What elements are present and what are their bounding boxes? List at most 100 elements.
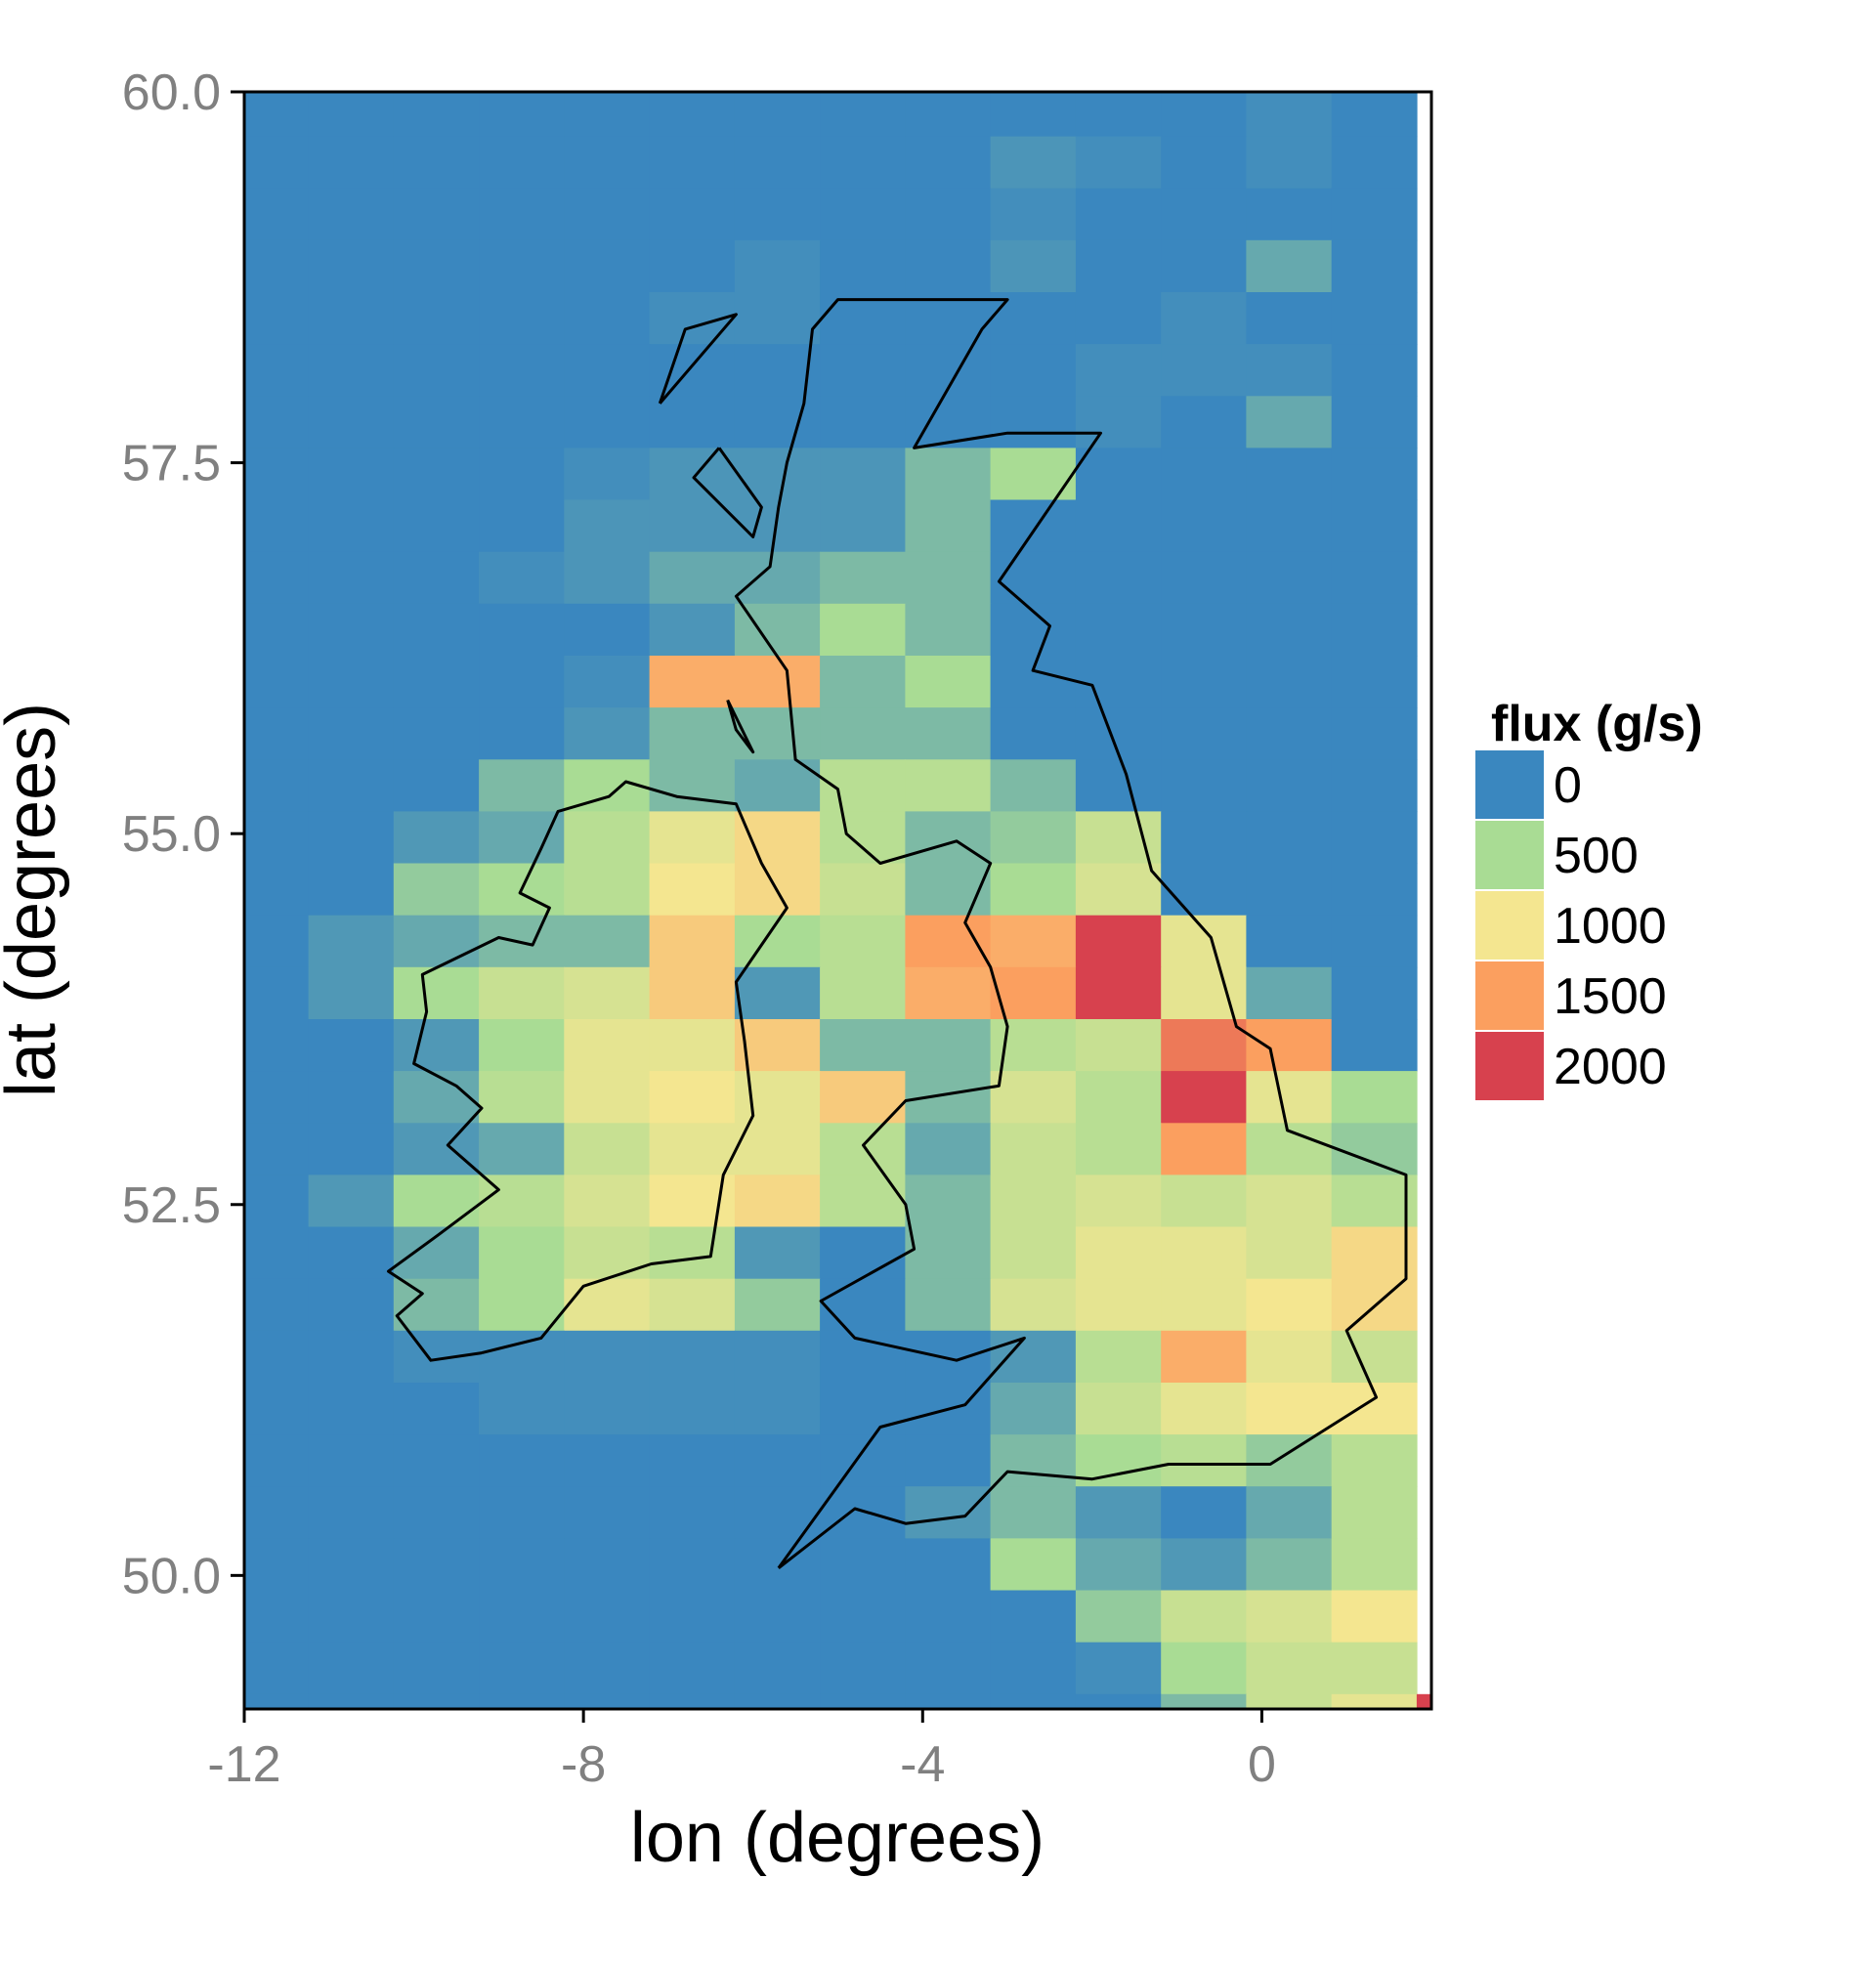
heatmap-cell <box>734 1693 821 1709</box>
heatmap-cell <box>308 1019 395 1072</box>
heatmap-cell <box>820 188 906 241</box>
heatmap-cell <box>649 759 736 812</box>
heatmap-cell <box>734 656 821 708</box>
heatmap-cell <box>308 1330 395 1384</box>
heatmap-cell <box>308 92 395 138</box>
heatmap-cell <box>990 344 1077 397</box>
legend: flux (g/s) 0 500 1000 1500 2000 <box>1475 696 1703 1100</box>
heatmap-cell <box>393 811 480 865</box>
heatmap-cell <box>479 396 565 448</box>
heatmap-cell <box>905 656 992 708</box>
heatmap-cell <box>734 188 821 241</box>
heatmap-cell <box>820 603 906 657</box>
heatmap-cell <box>649 1486 736 1539</box>
heatmap-cell <box>1246 92 1333 138</box>
heatmap-cell <box>820 1123 906 1175</box>
heatmap-cell <box>820 344 906 397</box>
heatmap-cell <box>1161 1174 1248 1228</box>
heatmap-cell <box>393 344 480 397</box>
heatmap-cell <box>734 1434 821 1487</box>
heatmap-cell <box>1075 915 1162 968</box>
heatmap-cell <box>905 92 992 138</box>
heatmap-cell <box>393 499 480 553</box>
heatmap-cell <box>564 396 651 448</box>
heatmap-cell <box>1075 344 1162 397</box>
heatmap-cell <box>479 759 565 812</box>
legend-key-2000 <box>1475 1032 1544 1100</box>
heatmap-cell <box>308 448 395 501</box>
heatmap-cell <box>244 396 310 448</box>
heatmap-cell <box>393 1123 480 1175</box>
heatmap-cell <box>1331 136 1418 190</box>
y-tick-label: 50.0 <box>122 1548 221 1604</box>
heatmap-cell <box>244 1071 310 1124</box>
heatmap-cell <box>244 1642 310 1695</box>
heatmap-cell <box>1331 603 1418 657</box>
heatmap-cell <box>1246 1538 1333 1592</box>
heatmap-cell <box>564 1226 651 1280</box>
heatmap-cell <box>308 1071 395 1124</box>
heatmap-cell <box>1161 344 1248 397</box>
heatmap-cell <box>1075 1123 1162 1175</box>
heatmap-cell <box>1331 656 1418 708</box>
heatmap-cell <box>820 1278 906 1332</box>
heatmap-cell <box>393 1278 480 1332</box>
heatmap-cell <box>479 1330 565 1384</box>
heatmap-cell <box>1075 656 1162 708</box>
heatmap-cell <box>244 136 310 190</box>
heatmap-cell <box>905 188 992 241</box>
heatmap-cell <box>244 811 310 865</box>
heatmap-cell <box>479 1123 565 1175</box>
heatmap-cell <box>1331 811 1418 865</box>
heatmap-cell <box>1161 1071 1248 1124</box>
heatmap-cell <box>393 1434 480 1487</box>
heatmap-cell <box>564 811 651 865</box>
legend-key-1500 <box>1475 961 1544 1030</box>
heatmap-cell <box>820 915 906 968</box>
heatmap-cell <box>244 656 310 708</box>
heatmap-cell <box>649 656 736 708</box>
heatmap-cell <box>1075 1278 1162 1332</box>
heatmap-cell <box>393 1590 480 1644</box>
heatmap-cell <box>990 1590 1077 1644</box>
heatmap-cell <box>479 1590 565 1644</box>
heatmap-cell <box>649 396 736 448</box>
heatmap-cell <box>308 396 395 448</box>
heatmap-cell <box>990 136 1077 190</box>
coastline-skye <box>692 447 763 538</box>
heatmap-cell <box>308 188 395 241</box>
heatmap-cell <box>905 915 992 968</box>
heatmap-cell <box>479 1693 565 1709</box>
heatmap-cell <box>820 966 906 1020</box>
heatmap-cell <box>564 1330 651 1384</box>
heatmap-cell <box>564 707 651 760</box>
heatmap-cell <box>479 136 565 190</box>
y-tick-label: 52.5 <box>122 1177 221 1234</box>
heatmap-cell <box>990 551 1077 605</box>
heatmap-cell <box>820 1174 906 1228</box>
heatmap-cell <box>479 1642 565 1695</box>
heatmap-cell <box>734 1226 821 1280</box>
heatmap-cell <box>564 499 651 553</box>
heatmap-cell <box>1075 448 1162 501</box>
heatmap-cell <box>649 1434 736 1487</box>
heatmap-cell <box>244 551 310 605</box>
heatmap-cell <box>1075 188 1162 241</box>
heatmap-cell <box>649 1123 736 1175</box>
heatmap-cell <box>820 863 906 917</box>
heatmap-cell <box>734 1330 821 1384</box>
heatmap-cell <box>820 1693 906 1709</box>
heatmap-cell <box>1246 1174 1333 1228</box>
heatmap-cell <box>479 811 565 865</box>
heatmap-cell <box>1331 188 1418 241</box>
heatmap-cell <box>990 1226 1077 1280</box>
heatmap-cell <box>1161 1693 1248 1709</box>
heatmap-cell <box>1416 1693 1431 1709</box>
heatmap-cell <box>1331 1590 1418 1644</box>
heatmap-cell <box>1075 1486 1162 1539</box>
heatmap-cell <box>649 966 736 1020</box>
heatmap-cell <box>308 1383 395 1435</box>
heatmap-cell <box>393 136 480 190</box>
heatmap-cell <box>1161 1226 1248 1280</box>
heatmap-cell <box>1246 292 1333 345</box>
